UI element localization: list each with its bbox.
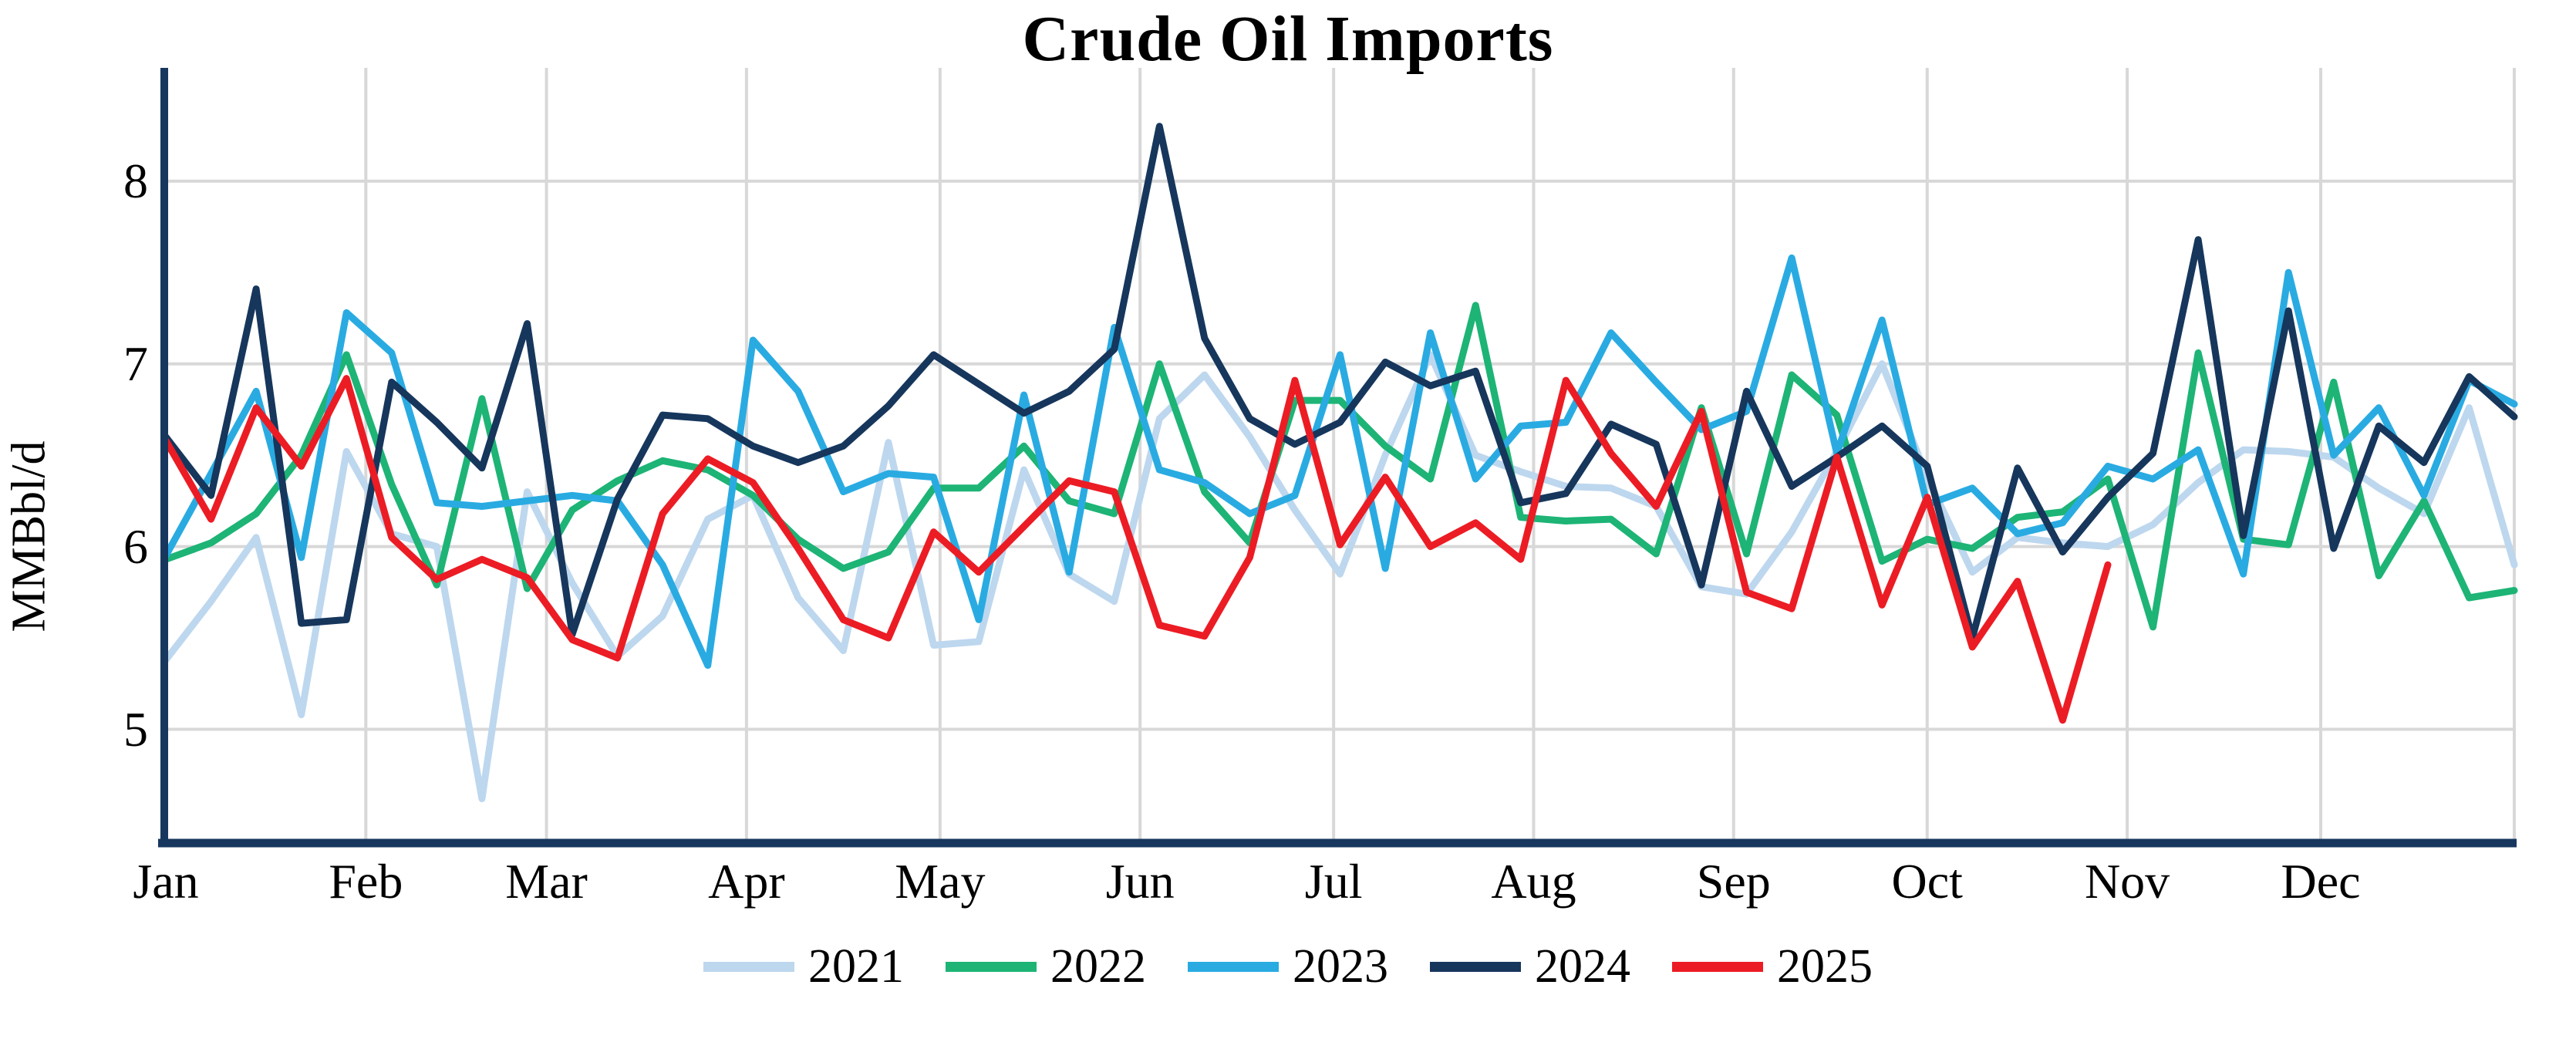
legend-item-2021: 2021 [703, 943, 904, 990]
legend-label-2022: 2022 [1050, 940, 1146, 993]
legend-item-2025: 2025 [1672, 943, 1873, 990]
chart-title: Crude Oil Imports [1022, 3, 1554, 75]
series-line-2025 [162, 375, 2112, 724]
legend-swatch-2022 [946, 961, 1037, 972]
x-tick-label-jun: Jun [1105, 854, 1175, 909]
legend-swatch-2024 [1430, 961, 1521, 972]
legend-swatch-2023 [1188, 961, 1279, 972]
x-tick-label-apr: Apr [708, 854, 785, 909]
legend: 2021 2022 2023 2024 2025 [0, 943, 2576, 990]
legend-item-2023: 2023 [1188, 943, 1388, 990]
x-tick-label-nov: Nov [2084, 854, 2170, 909]
x-tick-label-jan: Jan [133, 854, 199, 909]
x-tick-label-mar: Mar [505, 854, 588, 909]
legend-item-2024: 2024 [1430, 943, 1630, 990]
x-tick-label-aug: Aug [1491, 854, 1576, 909]
x-tick-label-jul: Jul [1304, 854, 1363, 909]
legend-label-2021: 2021 [808, 940, 904, 993]
x-tick-label-sep: Sep [1696, 854, 1771, 909]
y-tick-label-8: 8 [123, 153, 148, 208]
legend-label-2025: 2025 [1777, 940, 1873, 993]
legend-swatch-2025 [1672, 961, 1763, 972]
legend-swatch-2021 [703, 961, 794, 972]
x-tick-label-may: May [895, 854, 986, 909]
y-tick-label-5: 5 [123, 701, 148, 757]
y-tick-label-6: 6 [123, 518, 148, 574]
legend-item-2022: 2022 [946, 943, 1146, 990]
x-tick-label-oct: Oct [1891, 854, 1963, 909]
series-line-2023 [162, 254, 2518, 670]
legend-label-2024: 2024 [1535, 940, 1630, 993]
x-tick-label-feb: Feb [329, 854, 403, 909]
legend-label-2023: 2023 [1293, 940, 1388, 993]
x-tick-label-dec: Dec [2281, 854, 2361, 909]
y-tick-label-7: 7 [123, 336, 148, 391]
series-line-2024 [162, 123, 2518, 642]
